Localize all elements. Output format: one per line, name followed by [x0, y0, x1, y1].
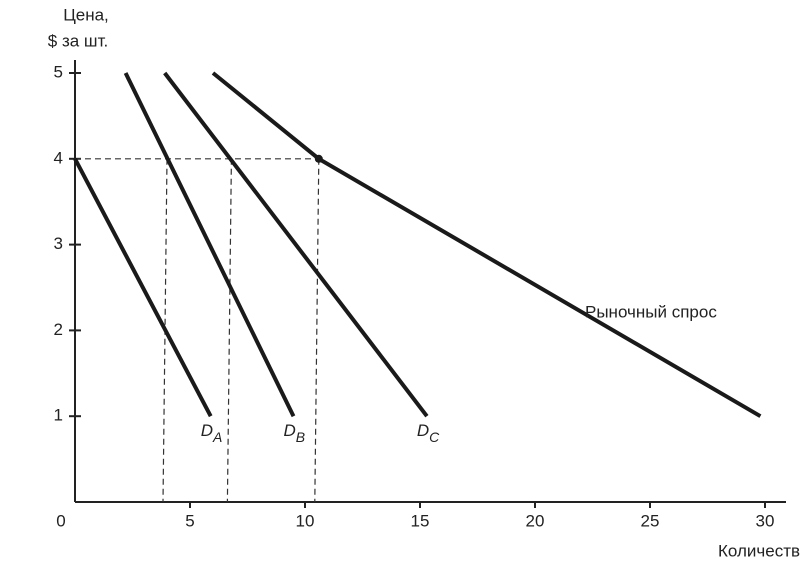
x-tick-label: 30 [756, 511, 775, 530]
series-label-main: D [417, 422, 429, 441]
series-label-main: D [201, 422, 213, 441]
x-tick-label: 15 [411, 511, 430, 530]
guide-line [226, 158, 232, 503]
intersection-point [314, 154, 323, 163]
series-label: Рыночный спрос [585, 302, 717, 321]
y-tick-label: 4 [54, 148, 63, 167]
series-label-main: D [284, 422, 296, 441]
x-axis-label: Количеств [718, 541, 800, 560]
series-label: DB [284, 422, 306, 445]
series-label-sub: C [429, 429, 440, 445]
guide-line [314, 158, 320, 503]
y-tick-label: 3 [54, 234, 63, 253]
series-label-sub: A [212, 429, 222, 445]
demand-line [73, 157, 213, 418]
x-tick-label: 0 [56, 511, 65, 530]
demand-line [123, 72, 296, 418]
series-label-sub: B [296, 429, 305, 445]
x-tick-label: 5 [185, 511, 194, 530]
y-axis-label: Цена, [63, 5, 109, 24]
x-tick-label: 10 [296, 511, 315, 530]
y-axis-label: $ за шт. [48, 31, 108, 50]
y-tick-label: 2 [54, 320, 63, 339]
series-label: DA [201, 422, 223, 445]
demand-line [163, 71, 429, 418]
x-tick-label: 25 [641, 511, 660, 530]
y-tick-label: 5 [54, 62, 63, 81]
series-label: DC [417, 422, 440, 445]
x-tick-label: 20 [526, 511, 545, 530]
y-tick-label: 1 [54, 406, 63, 425]
